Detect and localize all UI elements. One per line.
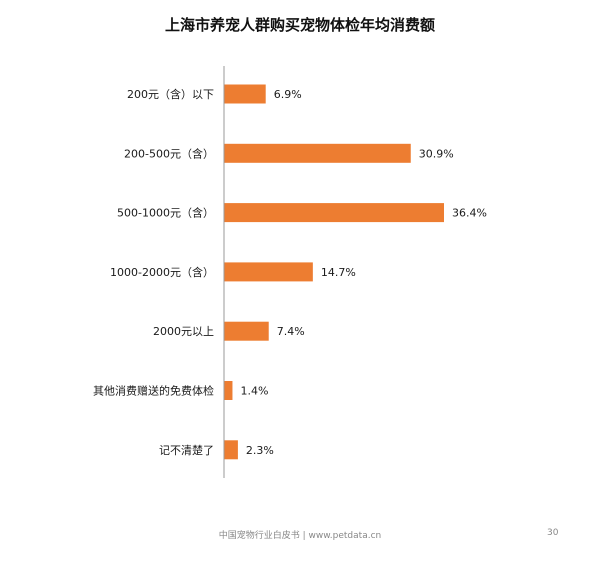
data-label: 6.9% xyxy=(274,88,302,101)
footer-text: 中国宠物行业白皮书 | www.petdata.cn xyxy=(218,531,382,541)
category-label: 200-500元（含） xyxy=(124,146,214,160)
category-label: 其他消费赠送的免费体检 xyxy=(93,384,214,398)
bar xyxy=(224,262,313,282)
data-label: 36.4% xyxy=(452,207,487,220)
data-label: 1.4% xyxy=(240,385,268,398)
bars-layer: 200元（含）以下 6.9% 200-500元（含） 30.9% 500-1000元（含… xyxy=(93,84,487,460)
bar xyxy=(224,143,411,163)
category-label: 2000元以上 xyxy=(153,325,214,338)
bar xyxy=(224,381,233,400)
category-label: 1000-2000元（含） xyxy=(110,265,214,279)
bar xyxy=(224,321,269,341)
bar xyxy=(224,440,238,460)
data-label: 7.4% xyxy=(277,325,305,338)
category-label: 200元（含）以下 xyxy=(127,87,214,101)
page-number: 30 xyxy=(547,528,559,538)
category-label: 500-1000元（含） xyxy=(117,206,214,220)
data-label: 30.9% xyxy=(419,147,454,160)
category-label: 记不清楚了 xyxy=(159,443,214,457)
bar xyxy=(224,84,266,104)
bar xyxy=(224,203,444,223)
data-label: 14.7% xyxy=(321,266,356,279)
data-label: 2.3% xyxy=(246,444,274,457)
chart-title: 上海市养宠人群购买宠物体检年均消费额 xyxy=(164,16,435,34)
